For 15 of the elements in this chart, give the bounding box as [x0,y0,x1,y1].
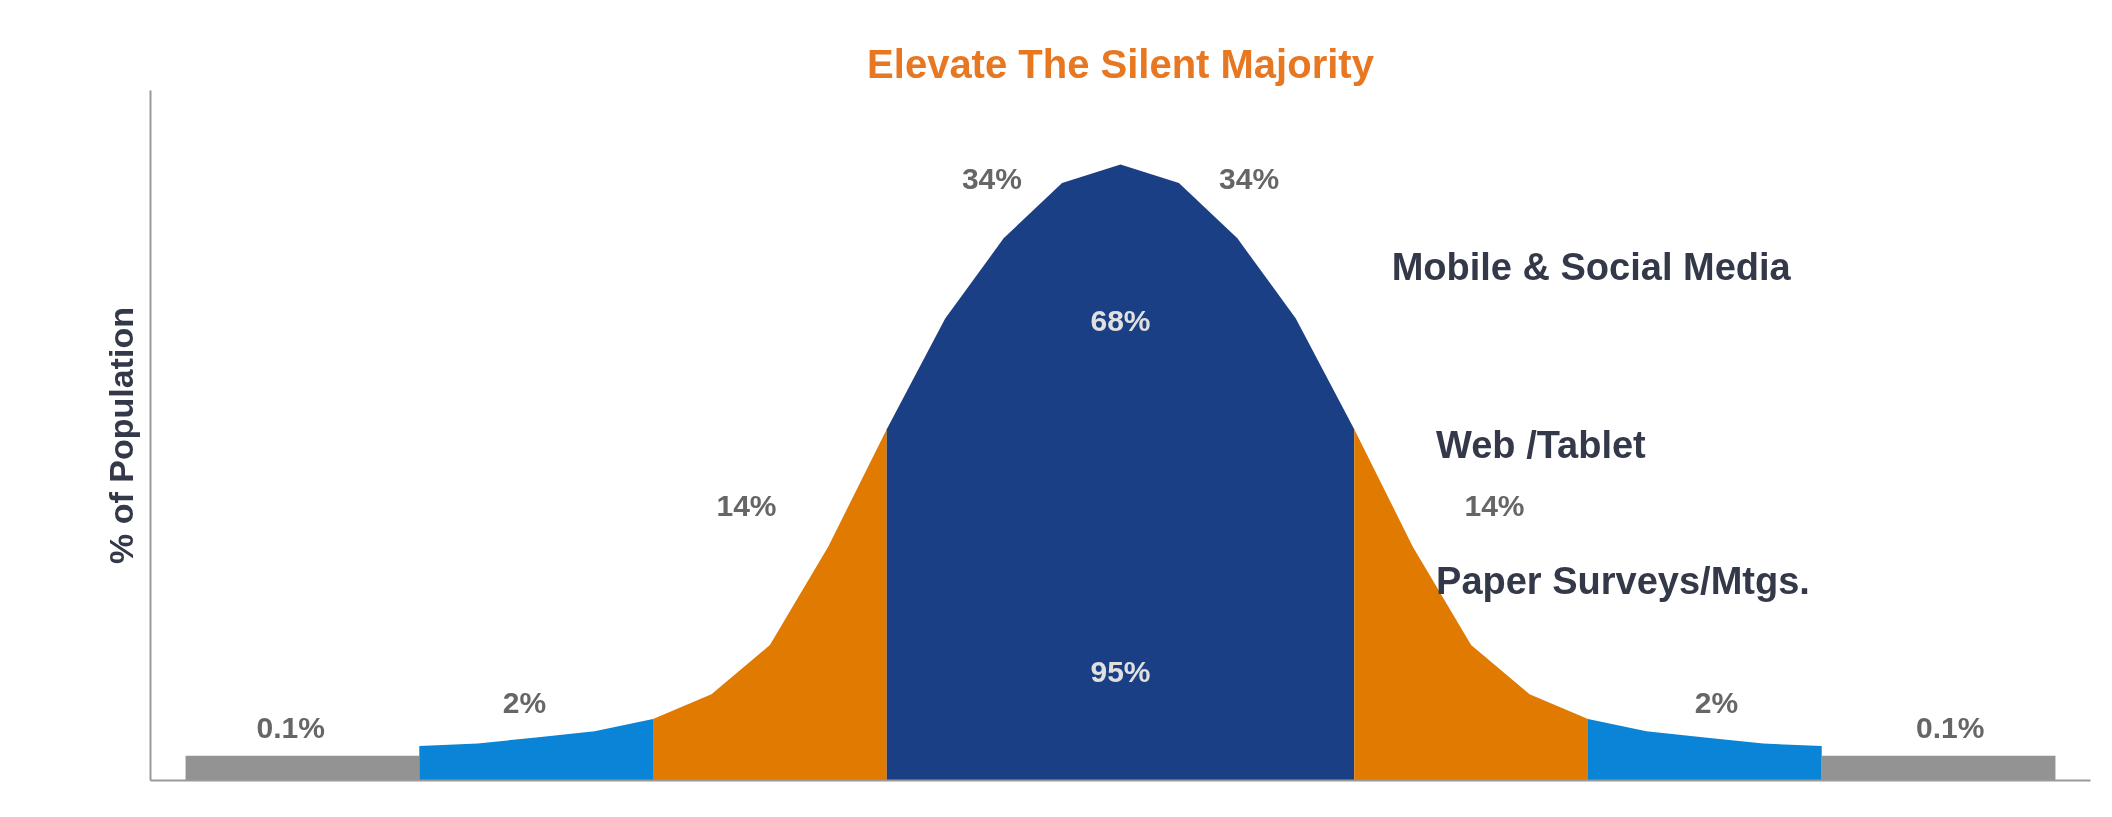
chart-title: Elevate The Silent Majority [867,41,1375,86]
annotation: 2% [502,685,547,719]
annotation: 0.1% [1916,710,1985,744]
y-axis-title: % of Population [101,307,140,564]
annotation: 14% [1464,488,1525,522]
annotation: 34% [961,162,1022,196]
annotation: 14% [716,488,777,522]
annotation: 0.1% [256,710,325,744]
annotation: 34% [1219,162,1280,196]
annotation: 2% [1694,685,1739,719]
annotation: 68% [1090,303,1151,337]
annotation: 95% [1090,655,1151,689]
annotation: Mobile & Social Media [1391,245,1792,288]
annotation: Paper Surveys/Mtgs. [1436,559,1810,602]
annotation: Web /Tablet [1436,424,1647,467]
